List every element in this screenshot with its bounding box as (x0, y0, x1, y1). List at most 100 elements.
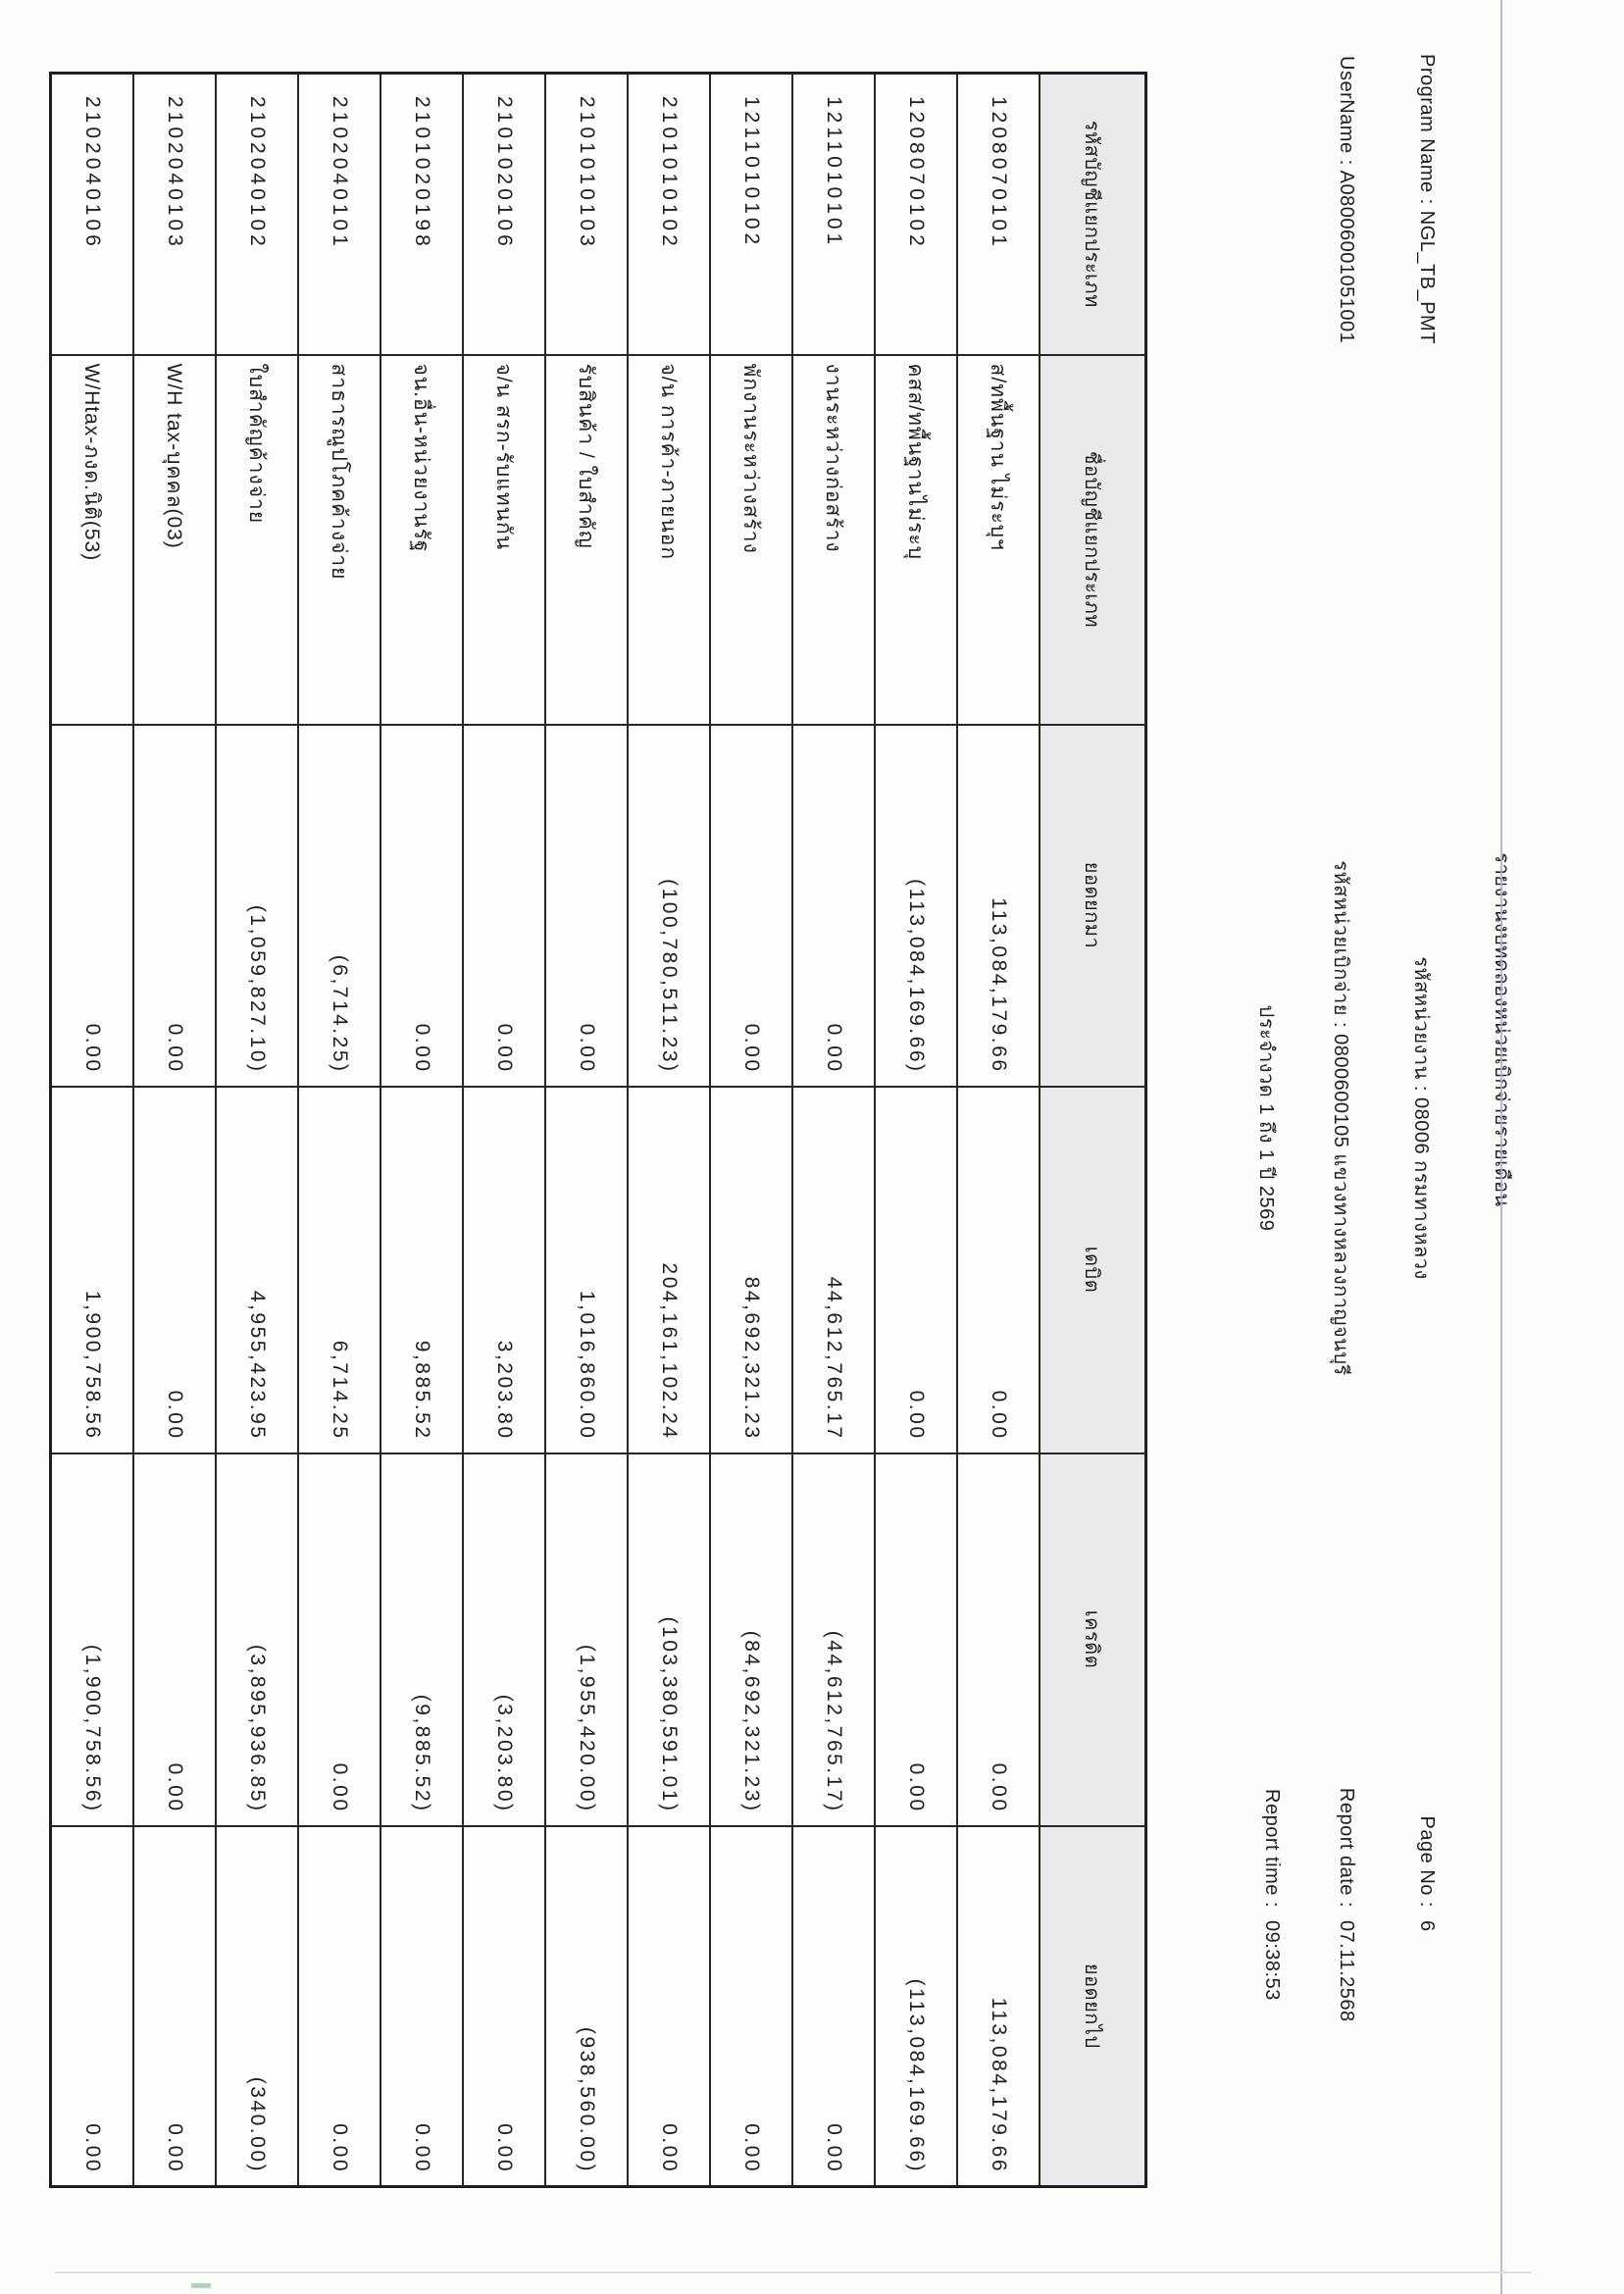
cell-carried-forward: 113,084,179.66 (957, 1825, 1040, 2187)
username-label: UserName : (1336, 56, 1357, 166)
cell-carried-forward: 0.00 (710, 1825, 792, 2187)
table-header-row: รหัสบัญชีแยกประเภท ชื่อบัญชีแยกประเภท ยอดย… (1040, 73, 1146, 2187)
cell-debit: 204,161,102.24 (628, 1086, 710, 1453)
table-row: 2101010102 จ/น การค้า-ภายนอก (100,780,511.… (628, 73, 710, 2187)
cell-carried-forward: (938,560.00) (545, 1825, 628, 2187)
cell-brought-forward: (113,084,169.66) (875, 724, 957, 1087)
cell-carried-forward: (113,084,169.66) (875, 1825, 957, 2187)
table-row: 2102040106 W/Htax-ภงด.นิติ(53) 0.00 1,900,7… (50, 73, 133, 2187)
cell-credit: 0.00 (133, 1453, 216, 1826)
cell-brought-forward: 0.00 (50, 724, 133, 1087)
page-no-value: 6 (1416, 1920, 1438, 1932)
table-row: 2101010103 รับสินค้า / ใบสำคัญ 0.00 1,016,8… (545, 73, 628, 2187)
table-header-cell: ชื่อบัญชีแยกประเภท (1040, 354, 1146, 725)
cell-account-code: 1211010102 (710, 73, 792, 355)
cell-credit: (103,380,591.01) (628, 1453, 710, 1826)
cell-carried-forward: 0.00 (792, 1825, 875, 2187)
page-no-label: Page No : (1416, 1815, 1438, 1908)
cell-brought-forward: 0.00 (710, 724, 792, 1087)
cell-account-code: 1211010101 (792, 73, 875, 355)
scan-artifact-gray-line (55, 2271, 1531, 2273)
cell-account-name: จน.อื่น-หน่วยงานรัฐ (381, 354, 463, 725)
cell-credit: (1,900,758.56) (50, 1453, 133, 1826)
cell-credit: (3,203.80) (463, 1453, 545, 1826)
program-name-label: Program Name : (1416, 54, 1438, 205)
cell-debit: 3,203.80 (463, 1086, 545, 1453)
cell-carried-forward: 0.00 (463, 1825, 545, 2187)
table-header-cell: ยอดยกไป (1040, 1825, 1146, 2187)
cell-account-name: คสส/ทพื้นฐานไม่ระบุ (875, 354, 957, 725)
cell-debit: 9,885.52 (381, 1086, 463, 1453)
cell-brought-forward: 0.00 (792, 724, 875, 1087)
cell-account-code: 2102040103 (133, 73, 216, 355)
cell-account-code: 2101020106 (463, 73, 545, 355)
table-header-cell: เดบิต (1040, 1086, 1146, 1453)
cell-account-name: ใบสำคัญค้างจ่าย (216, 354, 298, 725)
cell-account-name: W/Htax-ภงด.นิติ(53) (50, 354, 133, 725)
table-row: 2102040101 สาธารณูปโภคค้างจ่าย (6,714.25) 6… (298, 73, 381, 2187)
table-header-cell: เครดิต (1040, 1453, 1146, 1826)
table-row: 1211010101 งานระหว่างก่อสร้าง 0.00 44,612,7… (792, 73, 875, 2187)
table-header-cell: ยอดยกมา (1040, 724, 1146, 1087)
table-row: 2101020198 จน.อื่น-หน่วยงานรัฐ 0.00 9,885.5… (381, 73, 463, 2187)
cell-carried-forward: (340.00) (216, 1825, 298, 2187)
cell-brought-forward: (6,714.25) (298, 724, 381, 1087)
trial-balance-table: รหัสบัญชีแยกประเภท ชื่อบัญชีแยกประเภท ยอดย… (49, 72, 1147, 2188)
username-row: UserName : A08006001051001 (1335, 56, 1357, 343)
program-name-row: Program Name : NGL_TB_PMT (1415, 54, 1438, 344)
scan-artifact-green-dash (191, 2283, 211, 2288)
table-row: 2101020106 จ/น สรก-รับแทนกัน 0.00 3,203.80(… (463, 73, 545, 2187)
cell-account-name: W/H tax-บุคคล(03) (133, 354, 216, 725)
report-title: รายงานงบทดลองหน่วยเบิกจ่ายรายเดือน (1487, 0, 1518, 2060)
cell-account-code: 2101010103 (545, 73, 628, 355)
username-value: A08006001051001 (1336, 170, 1357, 344)
cell-account-name: ส/ทพื้นฐาน ไม่ระบุฯ (957, 354, 1040, 725)
report-date-value: 07.11.2568 (1336, 1920, 1357, 2022)
table-row: 2102040103 W/H tax-บุคคล(03) 0.00 0.00 0.00 0… (133, 73, 216, 2187)
report-time-value: 09:38:53 (1261, 1920, 1283, 2001)
cell-brought-forward: 0.00 (381, 724, 463, 1087)
report-date-label: Report date : (1336, 1787, 1357, 1908)
cell-account-code: 2102040101 (298, 73, 381, 355)
cell-debit: 44,612,765.17 (792, 1086, 875, 1453)
cell-carried-forward: 0.00 (381, 1825, 463, 2187)
cell-debit: 0.00 (875, 1086, 957, 1453)
cell-credit: (1,955,420.00) (545, 1453, 628, 1826)
cell-account-code: 2102040106 (50, 73, 133, 355)
cell-account-code: 1208070101 (957, 73, 1040, 355)
cell-brought-forward: 0.00 (463, 724, 545, 1087)
table-header-cell: รหัสบัญชีแยกประเภท (1040, 73, 1146, 355)
cell-brought-forward: (100,780,511.23) (628, 724, 710, 1087)
cell-account-code: 2101010102 (628, 73, 710, 355)
trial-balance-table-wrap: รหัสบัญชีแยกประเภท ชื่อบัญชีแยกประเภท ยอดย… (49, 72, 1147, 2188)
cell-credit: 0.00 (957, 1453, 1040, 1826)
cell-brought-forward: 113,084,179.66 (957, 724, 1040, 1087)
cell-credit: (44,612,765.17) (792, 1453, 875, 1826)
cell-account-name: พักงานระหว่างสร้าง (710, 354, 792, 725)
cell-account-code: 2101020198 (381, 73, 463, 355)
cell-brought-forward: 0.00 (133, 724, 216, 1087)
table-body: 1208070101 ส/ทพื้นฐาน ไม่ระบุฯ 113,084,179… (50, 73, 1040, 2187)
cell-account-name: งานระหว่างก่อสร้าง (792, 354, 875, 725)
cell-carried-forward: 0.00 (298, 1825, 381, 2187)
cell-credit: (3,895,936.85) (216, 1453, 298, 1826)
cell-carried-forward: 0.00 (50, 1825, 133, 2187)
cell-account-name: สาธารณูปโภคค้างจ่าย (298, 354, 381, 725)
table-row: 1208070102 คสส/ทพื้นฐานไม่ระบุ (113,084,16… (875, 73, 957, 2187)
cell-credit: 0.00 (298, 1453, 381, 1826)
scan-artifact-purple-line (1500, 0, 1502, 2294)
table-row: 1208070101 ส/ทพื้นฐาน ไม่ระบุฯ 113,084,179… (957, 73, 1040, 2187)
cell-debit: 84,692,321.23 (710, 1086, 792, 1453)
cell-debit: 0.00 (957, 1086, 1040, 1453)
cell-credit: (84,692,321.23) (710, 1453, 792, 1826)
cell-account-name: จ/น สรก-รับแทนกัน (463, 354, 545, 725)
cell-account-code: 2102040102 (216, 73, 298, 355)
cell-account-name: จ/น การค้า-ภายนอก (628, 354, 710, 725)
cell-carried-forward: 0.00 (133, 1825, 216, 2187)
cell-account-name: รับสินค้า / ใบสำคัญ (545, 354, 628, 725)
report-time-label: Report time : (1261, 1789, 1283, 1908)
cell-credit: (9,885.52) (381, 1453, 463, 1826)
cell-credit: 0.00 (875, 1453, 957, 1826)
